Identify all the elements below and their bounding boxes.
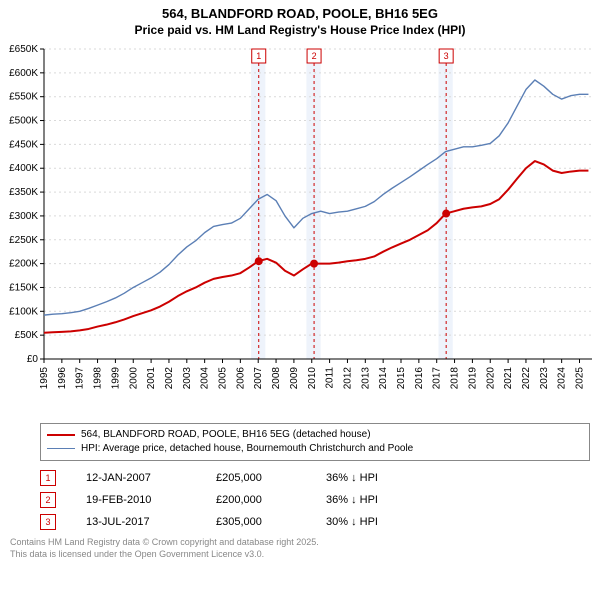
svg-text:2024: 2024: [557, 366, 568, 389]
svg-text:2010: 2010: [307, 366, 318, 389]
marker-price: £205,000: [216, 472, 296, 484]
svg-text:2021: 2021: [503, 366, 514, 389]
svg-text:£50K: £50K: [15, 330, 39, 341]
marker-date: 12-JAN-2007: [86, 472, 186, 484]
marker-delta: 36% ↓ HPI: [326, 472, 426, 484]
svg-text:£150K: £150K: [9, 282, 38, 293]
svg-text:2022: 2022: [521, 366, 532, 389]
svg-text:1998: 1998: [93, 366, 104, 389]
svg-text:£400K: £400K: [9, 163, 38, 174]
svg-text:2025: 2025: [575, 366, 586, 389]
svg-text:1: 1: [256, 51, 261, 61]
svg-text:2004: 2004: [200, 366, 211, 389]
marker-price: £200,000: [216, 494, 296, 506]
svg-text:£600K: £600K: [9, 68, 38, 79]
svg-text:2019: 2019: [467, 366, 478, 389]
svg-text:£650K: £650K: [9, 44, 38, 55]
chart-title: 564, BLANDFORD ROAD, POOLE, BH16 5EG: [0, 0, 600, 23]
svg-text:1997: 1997: [75, 366, 86, 389]
legend-item: 564, BLANDFORD ROAD, POOLE, BH16 5EG (de…: [47, 428, 583, 442]
svg-text:2009: 2009: [289, 366, 300, 389]
svg-text:2002: 2002: [164, 366, 175, 389]
marker-delta: 30% ↓ HPI: [326, 516, 426, 528]
svg-text:£0: £0: [27, 354, 39, 365]
chart-plot: 1 2 3 £0 £50K £100K £150K £200K £250K £300K £350K £…: [0, 41, 600, 421]
svg-text:2018: 2018: [450, 366, 461, 389]
marker-row: 2 19-FEB-2010 £200,000 36% ↓ HPI: [40, 489, 590, 511]
chart-subtitle: Price paid vs. HM Land Registry's House …: [0, 23, 600, 41]
svg-text:1999: 1999: [110, 366, 121, 389]
svg-text:2006: 2006: [235, 366, 246, 389]
footer-line-1: Contains HM Land Registry data © Crown c…: [10, 537, 590, 549]
marker-table: 1 12-JAN-2007 £205,000 36% ↓ HPI 2 19-FEB-201…: [40, 467, 590, 533]
svg-text:2003: 2003: [182, 366, 193, 389]
svg-text:2017: 2017: [432, 366, 443, 389]
svg-text:1995: 1995: [39, 366, 50, 389]
svg-text:2023: 2023: [539, 366, 550, 389]
svg-text:2015: 2015: [396, 366, 407, 389]
svg-text:2011: 2011: [325, 366, 336, 388]
svg-text:£300K: £300K: [9, 211, 38, 222]
svg-text:3: 3: [444, 51, 449, 61]
svg-text:£450K: £450K: [9, 139, 38, 150]
chart-svg: 1 2 3 £0 £50K £100K £150K £200K £250K £300K £350K £…: [0, 41, 600, 421]
svg-text:2014: 2014: [378, 366, 389, 389]
svg-text:£550K: £550K: [9, 92, 38, 103]
svg-text:2012: 2012: [342, 366, 353, 389]
svg-text:2001: 2001: [146, 366, 157, 389]
svg-text:£100K: £100K: [9, 306, 38, 317]
footer-line-2: This data is licensed under the Open Gov…: [10, 549, 590, 561]
marker-row: 1 12-JAN-2007 £205,000 36% ↓ HPI: [40, 467, 590, 489]
svg-text:2005: 2005: [218, 366, 229, 389]
svg-text:2016: 2016: [414, 366, 425, 389]
marker-price: £305,000: [216, 516, 296, 528]
marker-date: 13-JUL-2017: [86, 516, 186, 528]
legend-item: HPI: Average price, detached house, Bour…: [47, 442, 583, 456]
svg-text:2000: 2000: [128, 366, 139, 389]
footer-attribution: Contains HM Land Registry data © Crown c…: [10, 537, 590, 560]
svg-text:2020: 2020: [485, 366, 496, 389]
legend-label: HPI: Average price, detached house, Bour…: [81, 442, 413, 456]
svg-text:£250K: £250K: [9, 235, 38, 246]
marker-delta: 36% ↓ HPI: [326, 494, 426, 506]
svg-text:2: 2: [312, 51, 317, 61]
svg-text:£500K: £500K: [9, 115, 38, 126]
marker-badge: 1: [40, 470, 56, 486]
chart-container: 564, BLANDFORD ROAD, POOLE, BH16 5EG Pri…: [0, 0, 600, 560]
svg-text:1996: 1996: [57, 366, 68, 389]
marker-badge: 2: [40, 492, 56, 508]
svg-text:2013: 2013: [360, 366, 371, 389]
legend: 564, BLANDFORD ROAD, POOLE, BH16 5EG (de…: [40, 423, 590, 461]
svg-text:2008: 2008: [271, 366, 282, 389]
legend-swatch: [47, 448, 75, 449]
svg-text:£350K: £350K: [9, 187, 38, 198]
legend-swatch: [47, 434, 75, 436]
legend-label: 564, BLANDFORD ROAD, POOLE, BH16 5EG (de…: [81, 428, 371, 442]
svg-text:2007: 2007: [253, 366, 264, 389]
svg-text:£200K: £200K: [9, 259, 38, 270]
marker-row: 3 13-JUL-2017 £305,000 30% ↓ HPI: [40, 511, 590, 533]
marker-date: 19-FEB-2010: [86, 494, 186, 506]
marker-badge: 3: [40, 514, 56, 530]
